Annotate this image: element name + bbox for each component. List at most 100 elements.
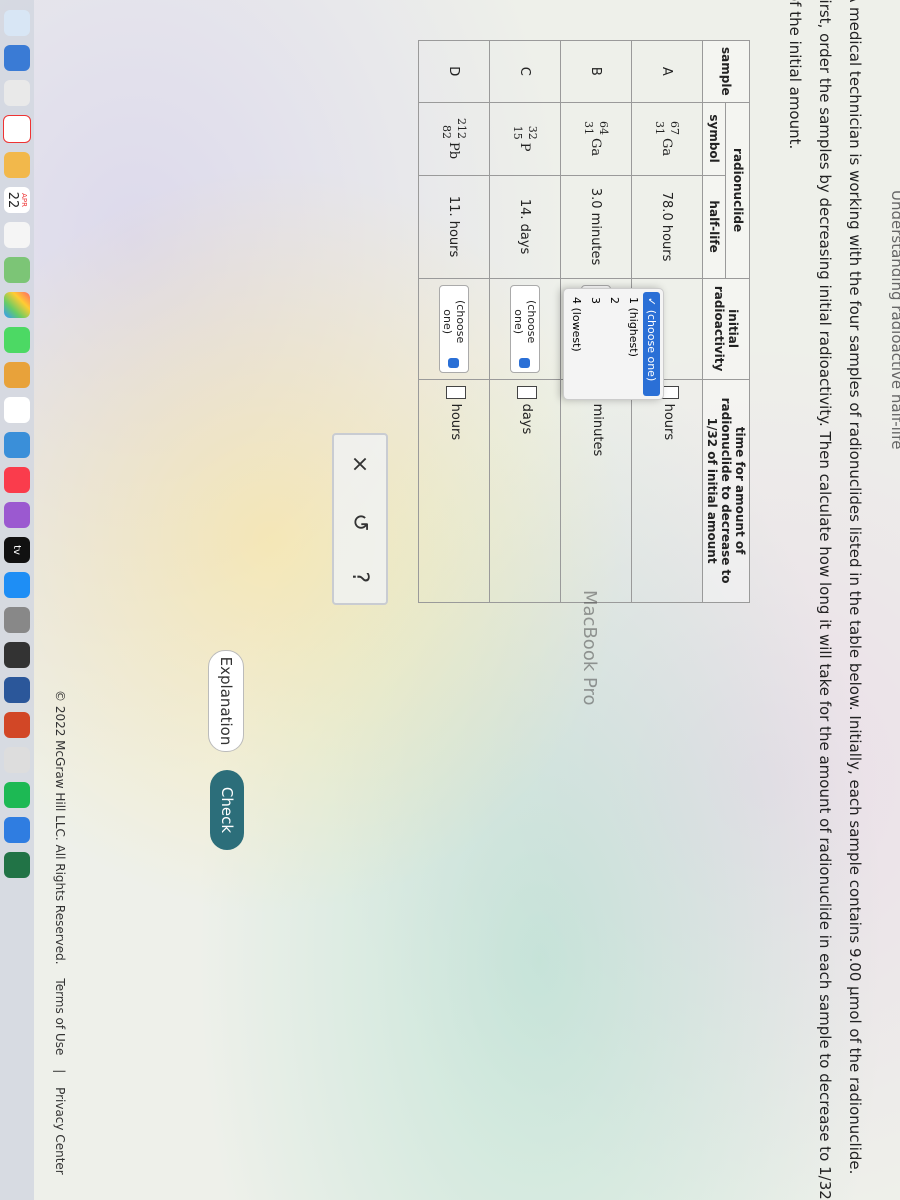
- problem-line: of the initial amount.: [786, 0, 804, 150]
- header-cell: half-life: [702, 175, 726, 279]
- copyright: © 2022 McGraw Hill LLC. All Rights Reser…: [53, 690, 67, 965]
- answer-unit: days: [519, 403, 535, 435]
- privacy-link[interactable]: Privacy Center: [53, 1087, 67, 1175]
- undo-button[interactable]: ↺: [347, 513, 373, 532]
- table-row: D 212 82 Pb 11. hours (choose one) hours: [418, 40, 490, 603]
- half-life-cell: 11. hours: [418, 175, 490, 279]
- select-text: (choose one): [512, 300, 538, 344]
- dock: APR 22 tv: [0, 0, 34, 1200]
- nuclide-numbers: 32 15: [510, 126, 540, 140]
- header-cell: initial radioactivity: [702, 278, 750, 380]
- app-icon[interactable]: [4, 607, 30, 633]
- dropdown-menu[interactable]: ✓ (choose one) 1 (highest) 2 3 4 (lowest…: [563, 288, 664, 400]
- element-symbol: Ga: [588, 138, 604, 157]
- app-icon[interactable]: [4, 397, 30, 423]
- app-icon[interactable]: [4, 677, 30, 703]
- answer-input[interactable]: [446, 385, 466, 399]
- tv-label: tv: [11, 545, 23, 555]
- half-life-cell: 3.0 minutes: [560, 175, 632, 279]
- nuclide: 212 82 Pb: [439, 118, 469, 159]
- half-life-cell: 14. days: [489, 175, 561, 279]
- app-icon[interactable]: [4, 712, 30, 738]
- answer: hours: [446, 385, 466, 441]
- app-icon[interactable]: [4, 10, 30, 36]
- tv-icon[interactable]: tv: [4, 537, 30, 563]
- app-icon[interactable]: [4, 747, 30, 773]
- atomic-number: 15: [511, 125, 524, 140]
- sample-cell: A: [631, 40, 703, 103]
- separator: |: [53, 1069, 67, 1074]
- app-icon[interactable]: [4, 45, 30, 71]
- problem-text: A medical technician is working with the…: [780, 0, 870, 1200]
- dropdown-option[interactable]: 3: [589, 297, 602, 304]
- app-icon[interactable]: [4, 222, 30, 248]
- help-button[interactable]: ?: [347, 571, 373, 584]
- nuclide: 67 31 Ga: [652, 121, 682, 156]
- answer-unit: hours: [448, 403, 464, 441]
- toolbar: × ↺ ?: [332, 433, 388, 605]
- app-icon[interactable]: [4, 292, 30, 318]
- problem-line: First, order the samples by decreasing i…: [816, 0, 834, 1200]
- app-icon[interactable]: [4, 257, 30, 283]
- select-text: (choose one): [441, 300, 467, 344]
- time-cell: hours: [418, 379, 490, 603]
- time-cell: minutes: [560, 379, 632, 603]
- mass-number: 67: [668, 121, 681, 136]
- app-icon[interactable]: [4, 432, 30, 458]
- app-icon[interactable]: [4, 642, 30, 668]
- rank-select[interactable]: (choose one): [439, 284, 469, 373]
- atomic-number: 82: [440, 125, 453, 140]
- header-cell: radionuclide: [726, 102, 750, 279]
- symbol-cell: 212 82 Pb: [418, 102, 490, 176]
- app-icon[interactable]: [4, 782, 30, 808]
- time-cell: days: [489, 379, 561, 603]
- app-icon[interactable]: [4, 502, 30, 528]
- header-cell: sample: [702, 40, 750, 103]
- app-icon[interactable]: [4, 467, 30, 493]
- app-icon[interactable]: [4, 572, 30, 598]
- app-icon[interactable]: [4, 852, 30, 878]
- mass-number: 32: [526, 125, 539, 140]
- check-button[interactable]: Check: [210, 770, 244, 850]
- dropdown-option[interactable]: 1 (highest): [627, 297, 640, 357]
- app-icon[interactable]: [4, 152, 30, 178]
- symbol-cell: 67 31 Ga: [631, 102, 703, 176]
- nuclide: 64 31 Ga: [581, 121, 611, 156]
- half-life-cell: 78.0 hours: [631, 175, 703, 279]
- calendar-icon[interactable]: APR 22: [4, 187, 30, 213]
- mass-number: 64: [597, 121, 610, 136]
- app-icon[interactable]: [4, 80, 30, 106]
- app-icon[interactable]: [4, 362, 30, 388]
- explanation-button[interactable]: Explanation: [208, 650, 244, 752]
- symbol-cell: 64 31 Ga: [560, 102, 632, 176]
- calendar-month: APR: [20, 193, 29, 207]
- app-icon[interactable]: [4, 327, 30, 353]
- footer: © 2022 McGraw Hill LLC. All Rights Reser…: [53, 690, 67, 1185]
- dropdown-option[interactable]: ✓ (choose one): [643, 292, 660, 396]
- time-cell: hours: [631, 379, 703, 603]
- app-icon[interactable]: [4, 817, 30, 843]
- initial-cell: (choose one): [489, 278, 561, 380]
- clear-button[interactable]: ×: [347, 454, 373, 474]
- answer-unit: minutes: [590, 403, 606, 457]
- answer: days: [517, 385, 537, 435]
- calendar-day: 22: [5, 191, 21, 209]
- atomic-number: 31: [653, 121, 666, 136]
- app-icon[interactable]: [3, 115, 31, 143]
- select-arrow: [448, 357, 460, 368]
- dropdown-option[interactable]: 2: [608, 297, 621, 304]
- answer-input[interactable]: [517, 385, 537, 399]
- mass-number: 212: [455, 118, 468, 140]
- sample-cell: D: [418, 40, 490, 103]
- rank-select[interactable]: (choose one): [510, 284, 540, 373]
- problem-line: A medical technician is working with the…: [846, 0, 864, 1175]
- dropdown-option[interactable]: 4 (lowest): [570, 297, 583, 352]
- initial-cell: (choose one): [418, 278, 490, 380]
- nuclide-numbers: 64 31: [581, 121, 611, 135]
- terms-link[interactable]: Terms of Use: [53, 978, 67, 1056]
- nuclide: 32 15 P: [510, 126, 540, 152]
- element-symbol: P: [517, 142, 533, 152]
- page-title: Understanding radioactive half-life: [888, 190, 900, 450]
